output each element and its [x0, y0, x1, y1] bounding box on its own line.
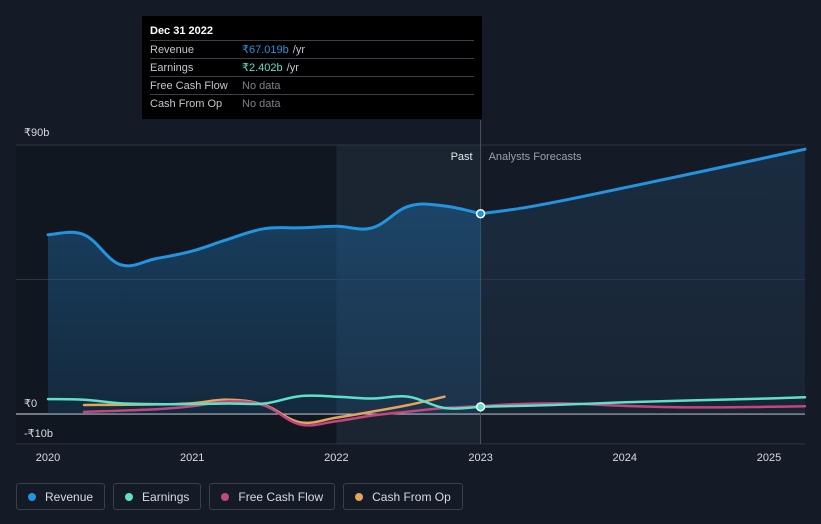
- x-tick-label: 2021: [180, 452, 204, 464]
- tooltip-unit: /yr: [292, 43, 305, 56]
- legend-label: Cash From Op: [372, 489, 451, 504]
- tooltip-row-revenue: Revenue ₹67.019b /yr: [150, 40, 474, 58]
- cash-from-op-dot-icon: [355, 492, 364, 501]
- free-cash-flow-forecast-line: [479, 402, 807, 409]
- free-cash-flow-dot-icon: [221, 492, 230, 501]
- axis-labels: ₹90b ₹0 -₹10b 2020 2021 2022 2023 2024 2025 Past A…: [24, 127, 781, 464]
- tooltip-row-cash-from-op: Cash From Op No data: [150, 94, 474, 112]
- tooltip-label: Earnings: [150, 61, 194, 74]
- earnings-hover-point: [475, 402, 486, 412]
- revenue-dot-icon: [28, 492, 36, 501]
- revenue-forecast-line: [479, 147, 807, 216]
- x-tick-label: 2024: [613, 452, 637, 464]
- revenue-hover-point: [475, 208, 486, 219]
- tooltip-row-free-cash-flow: Free Cash Flow No data: [150, 76, 474, 94]
- earnings-past-line: [46, 394, 482, 410]
- x-tick-label: 2025: [757, 452, 781, 464]
- tooltip-value: No data: [242, 79, 281, 92]
- free-cash-flow-past-line: [82, 400, 482, 427]
- legend-item-free-cash-flow[interactable]: Free Cash Flow: [209, 483, 336, 510]
- legend-item-cash-from-op[interactable]: Cash From Op: [343, 483, 463, 510]
- hover-points: [475, 208, 486, 412]
- earnings-dot-icon: [125, 492, 134, 501]
- x-tick-label: 2022: [324, 452, 348, 464]
- tooltip-date: Dec 31 2022: [150, 25, 213, 37]
- tooltip-label: Free Cash Flow: [150, 79, 228, 92]
- series-lines: [46, 147, 807, 427]
- tooltip-value: ₹67.019b: [242, 44, 289, 56]
- x-tick-label: 2020: [36, 452, 60, 464]
- y-tick-label: ₹90b: [24, 127, 49, 139]
- revenue-past-area: [48, 204, 481, 414]
- x-tick-label: 2023: [468, 452, 492, 464]
- revenue-past-line: [46, 202, 483, 268]
- past-label: Past: [451, 151, 473, 163]
- tooltip-value: ₹2.402b: [242, 62, 283, 74]
- tooltip-value: No data: [242, 97, 281, 110]
- chart-legend: Revenue Earnings Free Cash Flow Cash Fro…: [16, 483, 463, 510]
- tooltip-label: Revenue: [150, 43, 195, 56]
- tooltip-label: Cash From Op: [150, 97, 223, 110]
- y-tick-label: -₹10b: [24, 428, 53, 440]
- area-fills: [48, 149, 805, 414]
- revenue-forecast-area: [480, 149, 805, 414]
- tooltip-row-earnings: Earnings ₹2.402b /yr: [150, 58, 474, 76]
- legend-label: Earnings: [142, 489, 190, 504]
- hover-tooltip: Dec 31 2022 Revenue ₹67.019b /yr Earning…: [142, 16, 482, 119]
- earnings-forecast-line: [479, 396, 807, 409]
- y-tick-label: ₹0: [24, 398, 37, 410]
- legend-label: Revenue: [45, 489, 94, 504]
- tooltip-unit: /yr: [286, 61, 299, 74]
- legend-item-earnings[interactable]: Earnings: [113, 483, 202, 510]
- legend-item-revenue[interactable]: Revenue: [16, 483, 106, 510]
- forecast-label: Analysts Forecasts: [489, 151, 582, 163]
- legend-label: Free Cash Flow: [238, 489, 324, 504]
